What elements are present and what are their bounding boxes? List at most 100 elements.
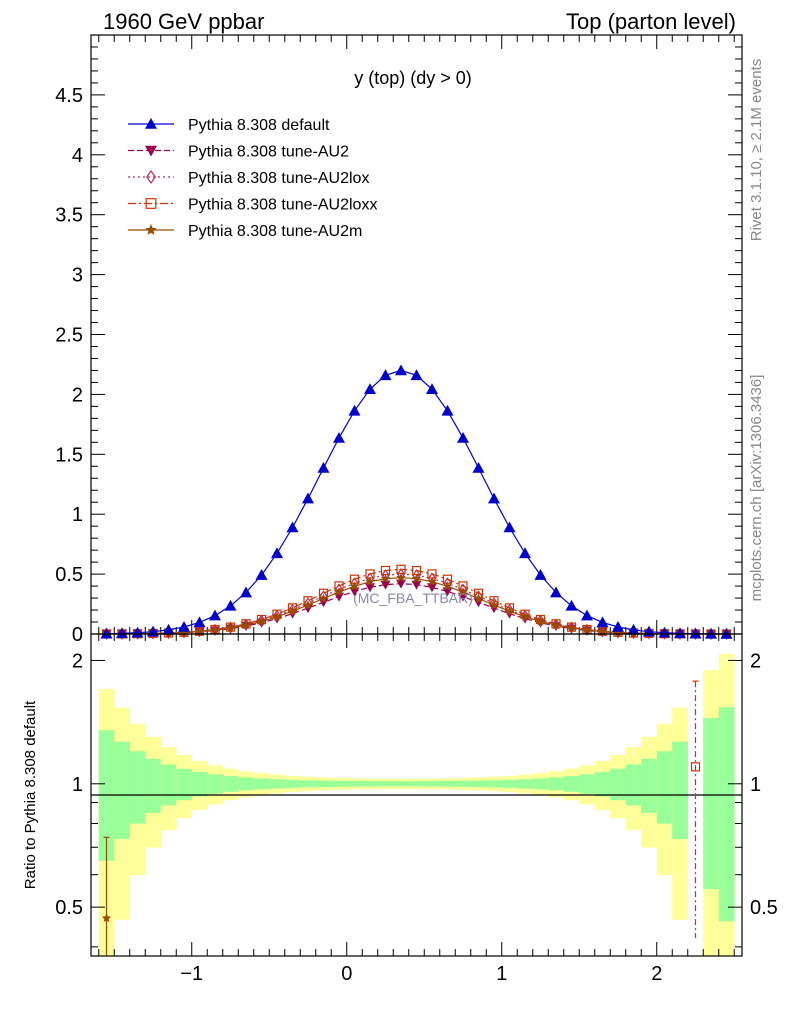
band-inner bbox=[300, 780, 317, 788]
x-tick-label: 1 bbox=[496, 963, 507, 985]
triangle-up-marker bbox=[348, 404, 361, 416]
main-series-group bbox=[100, 364, 733, 641]
y-tick-label: 3 bbox=[72, 265, 83, 287]
band-inner bbox=[315, 780, 332, 788]
band-inner bbox=[160, 764, 177, 806]
triangle-up-marker bbox=[162, 623, 175, 635]
triangle-up-marker bbox=[286, 521, 299, 533]
legend-item-au2: Pythia 8.308 tune-AU2 bbox=[128, 144, 349, 161]
y-tick-label: 1.5 bbox=[55, 444, 83, 466]
band-inner bbox=[238, 777, 255, 791]
band-inner bbox=[408, 781, 425, 787]
plot-annotation: (MC_FBA_TTBAR) bbox=[353, 590, 473, 606]
band-inner bbox=[222, 776, 239, 792]
ratio-y-tick-label-right: 2 bbox=[750, 650, 761, 672]
ratio-y-axis-label: Ratio to Pythia 8.308 default bbox=[22, 700, 39, 889]
triangle-up-marker bbox=[379, 369, 392, 381]
star-marker bbox=[597, 626, 608, 636]
legend: Pythia 8.308 default Pythia 8.308 tune-AU… bbox=[128, 117, 377, 240]
triangle-up-marker bbox=[145, 118, 157, 129]
star-marker bbox=[145, 224, 157, 235]
ratio-axis-ticks: 0.5 0.5 1 1 2 2 −1 0 1 2 bbox=[55, 634, 778, 985]
star-marker bbox=[520, 611, 530, 621]
band-inner bbox=[269, 779, 286, 789]
diamond-marker bbox=[582, 623, 592, 636]
band-inner bbox=[284, 779, 301, 788]
star-marker bbox=[411, 573, 422, 583]
rivet-version-label: Rivet 3.1.10, ≥ 2.1M events bbox=[748, 59, 765, 242]
band-inner bbox=[207, 774, 224, 794]
x-tick-label: 2 bbox=[651, 963, 662, 985]
header-right: Top (parton level) bbox=[566, 9, 736, 34]
triangle-up-marker bbox=[503, 521, 516, 533]
main-axis-ticks: 0 0.5 1 1.5 2 2.5 3 3.5 4 4.5 bbox=[55, 35, 742, 646]
triangle-up-marker bbox=[550, 586, 562, 598]
x-tick-label: 0 bbox=[341, 963, 352, 985]
star-marker bbox=[427, 576, 437, 586]
band-inner bbox=[625, 764, 642, 806]
y-tick-label: 1 bbox=[72, 504, 83, 526]
band-inner bbox=[439, 781, 456, 787]
band-inner bbox=[594, 771, 611, 797]
band-inner bbox=[470, 780, 487, 788]
x-tick-label: −1 bbox=[180, 963, 203, 985]
legend-item-default: Pythia 8.308 default bbox=[128, 117, 330, 134]
star-marker bbox=[566, 622, 577, 633]
diamond-marker bbox=[210, 623, 220, 636]
triangle-down-marker bbox=[365, 583, 375, 593]
triangle-up-marker bbox=[596, 616, 609, 628]
triangle-up-marker bbox=[224, 599, 237, 611]
ratio-points-group bbox=[101, 680, 701, 956]
triangle-up-marker bbox=[193, 616, 206, 628]
star-marker bbox=[365, 576, 375, 586]
triangle-down-marker bbox=[396, 579, 406, 589]
star-marker bbox=[442, 581, 453, 591]
star-marker bbox=[256, 616, 267, 626]
band-inner bbox=[610, 768, 627, 801]
triangle-up-marker bbox=[441, 404, 454, 416]
triangle-up-marker bbox=[472, 461, 485, 473]
star-marker bbox=[396, 572, 406, 582]
triangle-up-marker bbox=[658, 626, 671, 638]
star-marker bbox=[272, 611, 282, 621]
y-tick-label: 3.5 bbox=[55, 205, 83, 227]
y-tick-label: 4.5 bbox=[55, 85, 83, 107]
diamond-marker bbox=[241, 618, 251, 631]
band-inner bbox=[656, 751, 673, 824]
triangle-up-marker bbox=[255, 569, 268, 580]
star-marker bbox=[489, 600, 499, 610]
plot-title: y (top) (dy > 0) bbox=[354, 68, 472, 88]
star-marker bbox=[303, 600, 313, 610]
band-inner bbox=[331, 780, 348, 787]
diamond-marker bbox=[195, 625, 204, 638]
triangle-up-marker bbox=[689, 627, 702, 639]
triangle-up-marker bbox=[534, 569, 547, 580]
band-inner bbox=[641, 758, 658, 813]
diamond-marker bbox=[146, 169, 156, 185]
triangle-up-marker bbox=[209, 609, 221, 621]
band-inner bbox=[517, 779, 534, 789]
triangle-up-marker bbox=[364, 383, 376, 395]
square-marker bbox=[690, 762, 701, 772]
band-inner bbox=[424, 781, 441, 787]
series-default bbox=[100, 364, 733, 639]
diamond-marker bbox=[257, 614, 266, 627]
diamond-marker bbox=[334, 583, 344, 596]
triangle-down-marker bbox=[411, 580, 422, 590]
star-marker bbox=[334, 587, 344, 597]
band-inner bbox=[145, 758, 162, 813]
diamond-marker bbox=[505, 603, 514, 616]
star-marker bbox=[349, 581, 360, 591]
diamond-marker bbox=[520, 609, 530, 622]
band-inner bbox=[129, 751, 146, 824]
legend-label: Pythia 8.308 tune-AU2 bbox=[188, 144, 349, 161]
star-marker bbox=[582, 625, 592, 635]
band-inner bbox=[563, 776, 580, 792]
band-inner bbox=[548, 777, 565, 791]
y-tick-label: 2 bbox=[72, 384, 83, 406]
triangle-up-marker bbox=[116, 627, 128, 639]
triangle-down-marker bbox=[380, 580, 391, 590]
diamond-marker bbox=[598, 625, 607, 638]
triangle-up-marker bbox=[565, 599, 578, 611]
